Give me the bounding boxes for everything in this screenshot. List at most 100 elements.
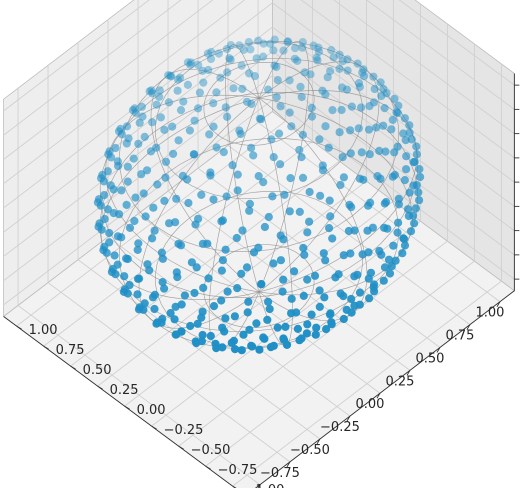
scatter-point-389	[295, 145, 304, 155]
scatter-point-34	[189, 150, 198, 159]
scatter-point-135	[314, 43, 323, 52]
scatter-point-54	[259, 39, 268, 48]
scatter-point-55	[183, 175, 192, 184]
y-tick-mark-3	[151, 425, 157, 430]
scatter-point-105	[232, 233, 241, 243]
scatter-point-94	[129, 154, 138, 163]
scatter-point-261	[195, 88, 204, 97]
scatter-point-413	[172, 194, 181, 203]
y-tick-label-5: 0.25	[110, 383, 139, 398]
y-tick-label-0: −1.00	[245, 483, 285, 488]
scatter-point-111	[388, 115, 397, 124]
scatter-point-462	[328, 234, 337, 243]
scatter-point-492	[217, 296, 226, 305]
scatter-point-138	[186, 58, 196, 67]
scatter-point-114	[327, 46, 336, 55]
scatter-point-287	[264, 85, 273, 94]
scatter-point-290	[134, 139, 143, 148]
scatter-point-226	[404, 211, 413, 221]
scatter-point-194	[223, 287, 232, 296]
scatter-point-384	[219, 148, 228, 157]
y-tick-mark-5	[97, 385, 103, 390]
scatter-point-164	[246, 45, 255, 54]
scatter-point-364	[172, 330, 181, 339]
scatter-point-4	[273, 76, 282, 85]
scatter-point-125	[164, 71, 173, 80]
scatter-point-487	[221, 314, 230, 323]
scatter-point-439	[222, 192, 231, 201]
scatter-point-317	[206, 331, 215, 341]
scatter-point-344	[403, 205, 413, 214]
scatter-point-235	[138, 112, 147, 121]
scatter-point-169	[329, 53, 338, 62]
scatter-point-57	[176, 73, 185, 82]
scatter-point-232	[272, 62, 281, 72]
scatter-point-496	[279, 275, 288, 284]
scatter-point-393	[237, 346, 246, 355]
scatter-point-286	[355, 288, 365, 297]
scatter-point-326	[354, 124, 363, 133]
grid-x-on-floor-8	[17, 305, 261, 486]
x-tick-label-8: 1.00	[475, 306, 504, 321]
scatter-point-388	[311, 330, 320, 339]
scatter-point-68	[161, 173, 170, 182]
scatter-point-36	[198, 66, 207, 75]
scatter-point-38	[313, 56, 322, 65]
scatter-point-409	[322, 325, 331, 334]
scatter-point-216	[370, 84, 379, 94]
scatter-point-25	[290, 54, 299, 63]
scatter-point-140	[376, 78, 385, 87]
scatter-point-60	[152, 143, 161, 152]
scatter-point-241	[177, 300, 186, 309]
scatter-point-121	[325, 224, 334, 233]
scatter-point-376	[267, 135, 276, 144]
grid-z-on-back-right-8	[398, 0, 515, 86]
scatter-point-400	[149, 203, 158, 212]
x-tick-mark-1	[286, 461, 291, 468]
scatter-point-340	[105, 228, 114, 238]
scatter-point-3	[257, 115, 266, 124]
scatter-point-43	[342, 85, 352, 94]
scatter-point-242	[407, 135, 416, 144]
scatter-point-64	[354, 79, 364, 88]
scatter-point-264	[99, 177, 109, 186]
scatter-point-222	[117, 130, 126, 139]
scatter-point-107	[122, 139, 131, 148]
scatter-point-28	[226, 55, 235, 64]
scatter-point-80	[309, 41, 318, 50]
scatter-point-212	[122, 254, 131, 263]
scatter-point-211	[293, 56, 302, 65]
scatter-point-0	[247, 99, 256, 109]
x-tick-label-4: 0.00	[355, 397, 384, 412]
scatter-point-464	[303, 320, 312, 329]
scatter-point-299	[326, 309, 335, 318]
y-tick-mark-2	[178, 445, 184, 450]
y-tick-label-7: 0.75	[56, 343, 85, 358]
scatter-point-341	[355, 300, 364, 309]
scatter-point-355	[287, 122, 296, 131]
scatter-point-99	[137, 102, 146, 111]
x-tick-mark-7	[466, 324, 471, 330]
scatter-point-106	[359, 65, 368, 74]
scatter-point-88	[270, 35, 279, 44]
scatter-point-21	[212, 143, 221, 152]
scatter-point-117	[207, 47, 216, 57]
scatter-point-89	[160, 196, 169, 205]
scatter-point-201	[131, 108, 140, 117]
scatter-point-174	[390, 94, 399, 103]
scatter-point-22	[321, 90, 330, 99]
wireframe-meridian-11	[100, 97, 260, 300]
scatter-point-82	[365, 150, 374, 159]
scatter-point-247	[411, 204, 420, 213]
scatter-point-223	[299, 291, 308, 300]
scatter-point-152	[187, 258, 196, 267]
scatter-point-474	[220, 327, 229, 336]
scatter-point-69	[364, 125, 374, 134]
scatter-point-387	[130, 216, 139, 226]
scatter-point-112	[147, 86, 156, 95]
scatter-point-7	[245, 69, 254, 78]
scatter-point-396	[347, 308, 356, 317]
scatter-point-29	[228, 161, 237, 170]
scatter-point-350	[205, 130, 214, 139]
scatter-point-248	[164, 98, 173, 107]
